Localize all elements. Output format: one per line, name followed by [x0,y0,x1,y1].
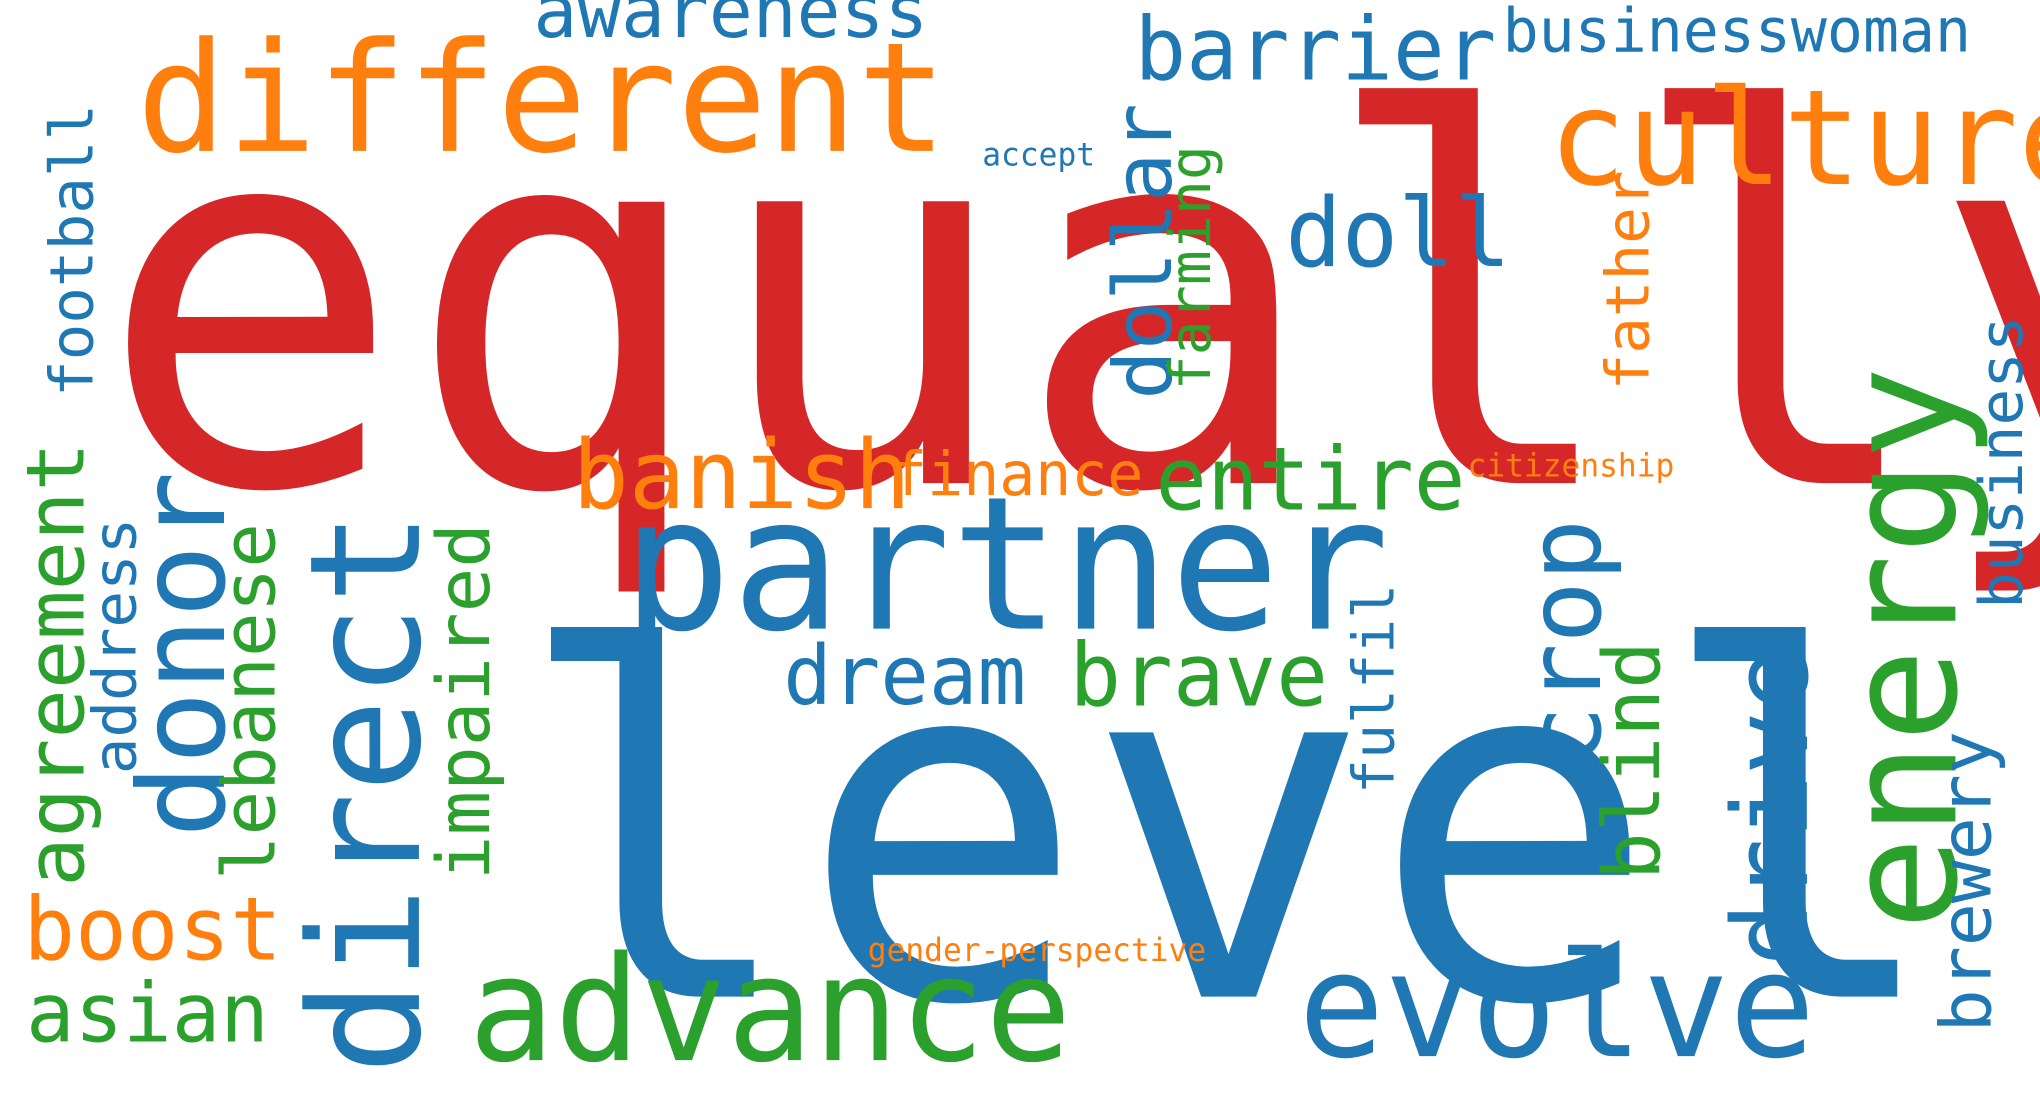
word-football: football [36,103,107,398]
word-business: business [1965,315,2037,609]
word-accept: accept [982,136,1096,174]
word-advance: advance [468,925,1072,1095]
word-father: father [1592,170,1663,391]
word-brave: brave [1069,624,1328,727]
word-level: level [513,549,1944,1112]
word-different: different [136,10,948,188]
word-banish: banish [572,419,911,531]
word-fulfil: fulfil [1341,583,1408,795]
word-cloud: equally level different partner culture … [8,0,2040,1112]
word-evolve: evolve [1298,921,1816,1091]
word-lebanese: lebanese [208,523,293,881]
word-blind: blind [1587,641,1679,881]
word-equally: equally [97,3,2040,605]
word-barrier: barrier [1134,0,1497,101]
word-entire: entire [1155,428,1466,531]
word-drive: drive [1710,647,1832,967]
word-partner: partner [621,457,1390,674]
word-boost: boost [23,878,282,981]
word-brewery: brewery [1925,731,2008,1033]
word-farming: farming [1157,145,1225,391]
word-awareness: awareness [533,0,929,56]
word-culture: culture [1548,60,2040,216]
word-address: address [79,517,150,775]
word-impaired: impaired [422,523,508,881]
word-gender-perspective: gender-perspective [867,931,1207,969]
word-doll: doll [1285,177,1511,289]
word-citizenship: citizenship [1467,447,1675,485]
word-finance: finance [891,438,1144,510]
word-dream: dream [783,627,1027,724]
word-asian: asian [26,964,269,1062]
word-businesswoman: businesswoman [1502,0,1972,67]
word-direct: direct [275,510,456,1075]
